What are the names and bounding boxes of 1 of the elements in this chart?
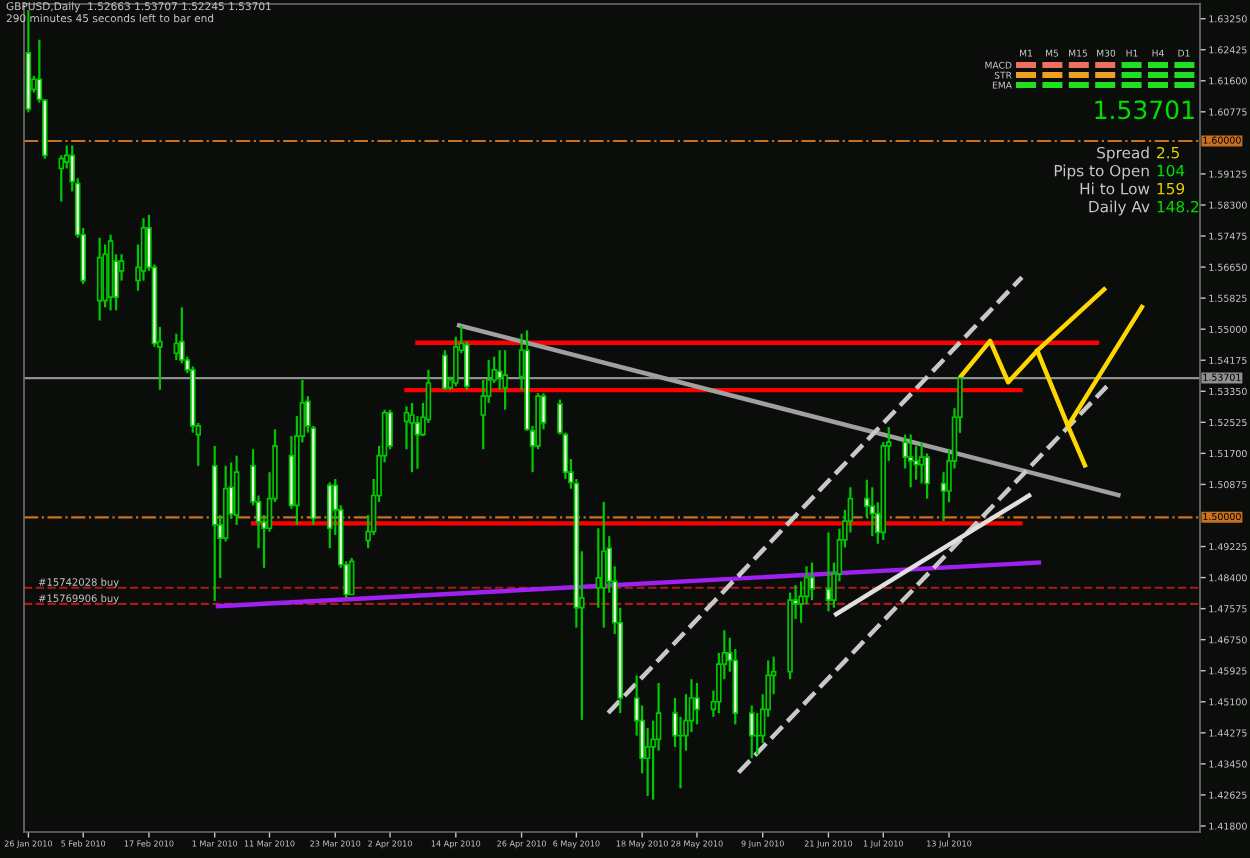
annotation: 1.53701 — [1095, 100, 1194, 120]
